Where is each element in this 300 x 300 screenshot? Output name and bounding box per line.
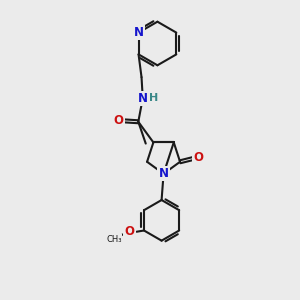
Text: H: H bbox=[148, 93, 158, 103]
Text: O: O bbox=[124, 225, 135, 238]
Text: O: O bbox=[113, 114, 124, 127]
Text: O: O bbox=[193, 151, 203, 164]
Text: CH₃: CH₃ bbox=[106, 235, 122, 244]
Text: N: N bbox=[138, 92, 148, 105]
Text: N: N bbox=[134, 26, 144, 39]
Text: N: N bbox=[159, 167, 169, 180]
